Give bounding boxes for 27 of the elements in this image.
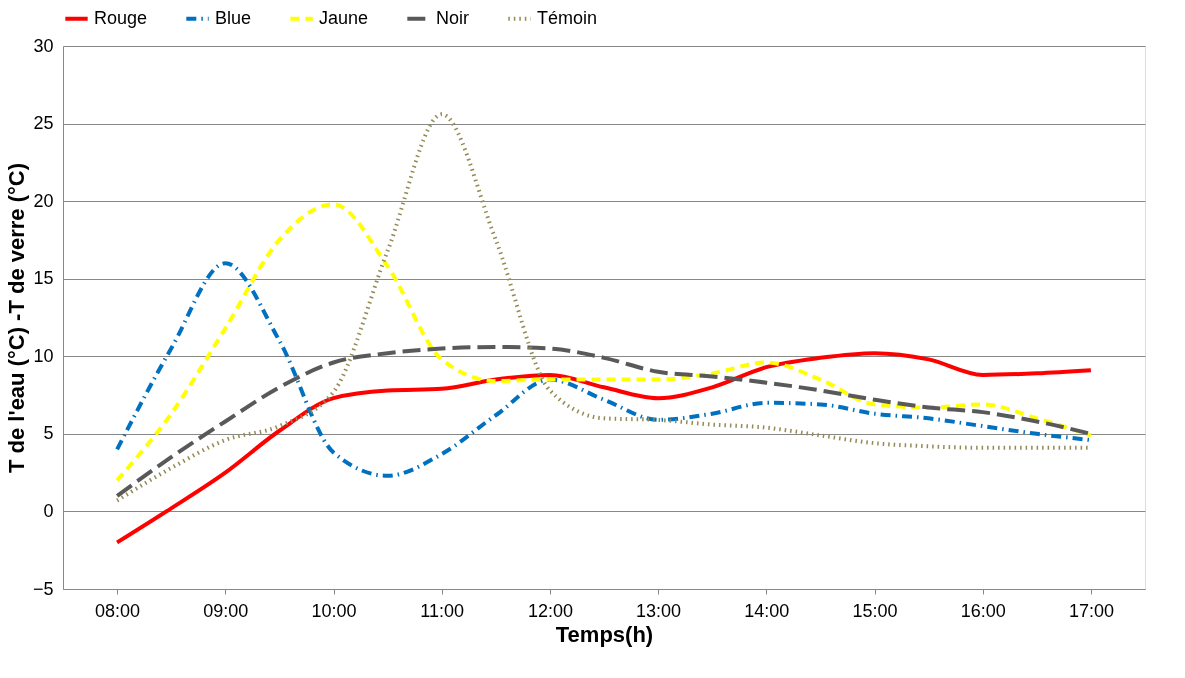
legend-label: Témoin — [537, 7, 598, 28]
y-tick-label: 15 — [33, 268, 54, 289]
x-tick-label: 17:00 — [1068, 600, 1114, 621]
x-tick-label: 12:00 — [527, 600, 573, 621]
y-tick-label: 20 — [33, 190, 54, 211]
y-tick-label: 5 — [43, 423, 54, 444]
x-axis-title: Temps(h) — [555, 621, 654, 647]
x-tick-label: 11:00 — [420, 600, 465, 621]
x-tick-label: 09:00 — [203, 600, 249, 621]
x-tick-label: 15:00 — [852, 600, 898, 621]
line-series — [115, 202, 1093, 483]
legend-label: Jaune — [319, 7, 369, 28]
x-tick-label: 13:00 — [636, 600, 682, 621]
line-series — [115, 351, 1093, 545]
y-tick-label: 25 — [33, 113, 54, 134]
y-tick-label: 30 — [33, 35, 54, 56]
x-tick-label: 16:00 — [960, 600, 1006, 621]
x-tick-label: 08:00 — [95, 600, 141, 621]
legend-label: Rouge — [94, 7, 148, 28]
x-tick-label: 10:00 — [311, 600, 357, 621]
y-axis-title: T de l'eau (°C) -T de verre (°C) — [3, 162, 29, 474]
y-tick-label: −5 — [32, 578, 54, 599]
legend-label: Noir — [436, 7, 470, 28]
x-tick-label: 14:00 — [744, 600, 790, 621]
y-tick-label: 0 — [43, 500, 54, 521]
y-tick-label: 10 — [33, 345, 54, 366]
legend-label: Blue — [215, 7, 252, 28]
